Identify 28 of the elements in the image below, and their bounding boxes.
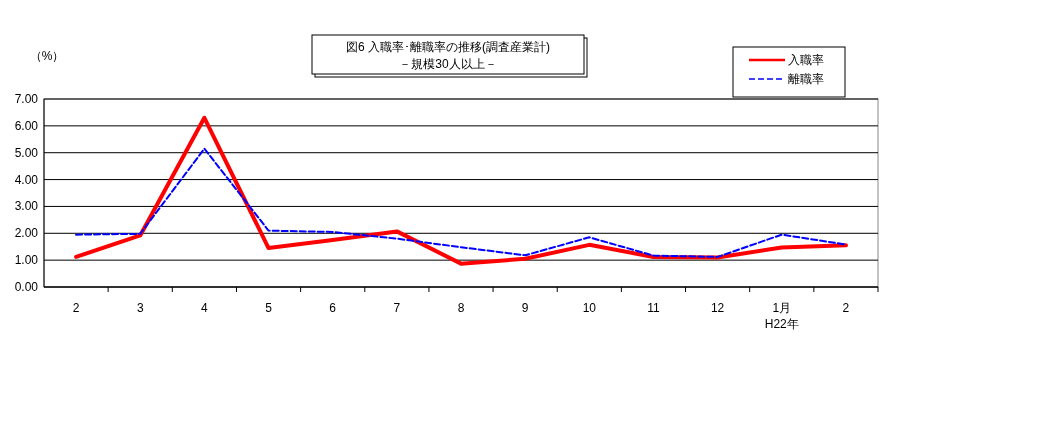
legend-label: 離職率 [788,72,824,86]
chart-subtitle: －規模30人以上－ [399,57,497,71]
y-tick-label: 5.00 [14,145,39,160]
x-tick-label: 3 [136,301,144,315]
y-tick-label: 7.00 [14,92,39,106]
x-tick-label: 5 [265,301,273,315]
x-tick-label: 2 [842,301,850,315]
x-tick-label: 9 [521,301,529,315]
y-tick-label: 1.00 [14,253,39,268]
y-axis-title: （%） [29,49,65,63]
x-tick-label: 10 [582,301,597,315]
y-tick-label: 0.00 [14,280,39,294]
chart-title: 図6 入職率･離職率の推移(調査産業計) [346,40,550,54]
y-tick-label: 2.00 [14,226,39,241]
x-tick-label: 6 [329,301,337,315]
x-tick-label: 7 [393,301,401,315]
x-tick-label: 12 [710,301,725,315]
line-series [75,147,847,258]
y-tick-label: 6.00 [14,118,39,133]
x-tick-label: 8 [457,301,465,315]
x-tick-label: 4 [201,301,209,315]
legend-label: 入職率 [788,53,824,67]
y-tick-label: 4.00 [14,172,39,187]
y-tick-label: 3.00 [14,199,39,214]
x-tick-label: 11 [647,301,661,315]
x-tick-label: 2 [72,301,80,315]
line-series [74,115,848,266]
x-tick-label: 1月 H22年 [764,301,799,331]
